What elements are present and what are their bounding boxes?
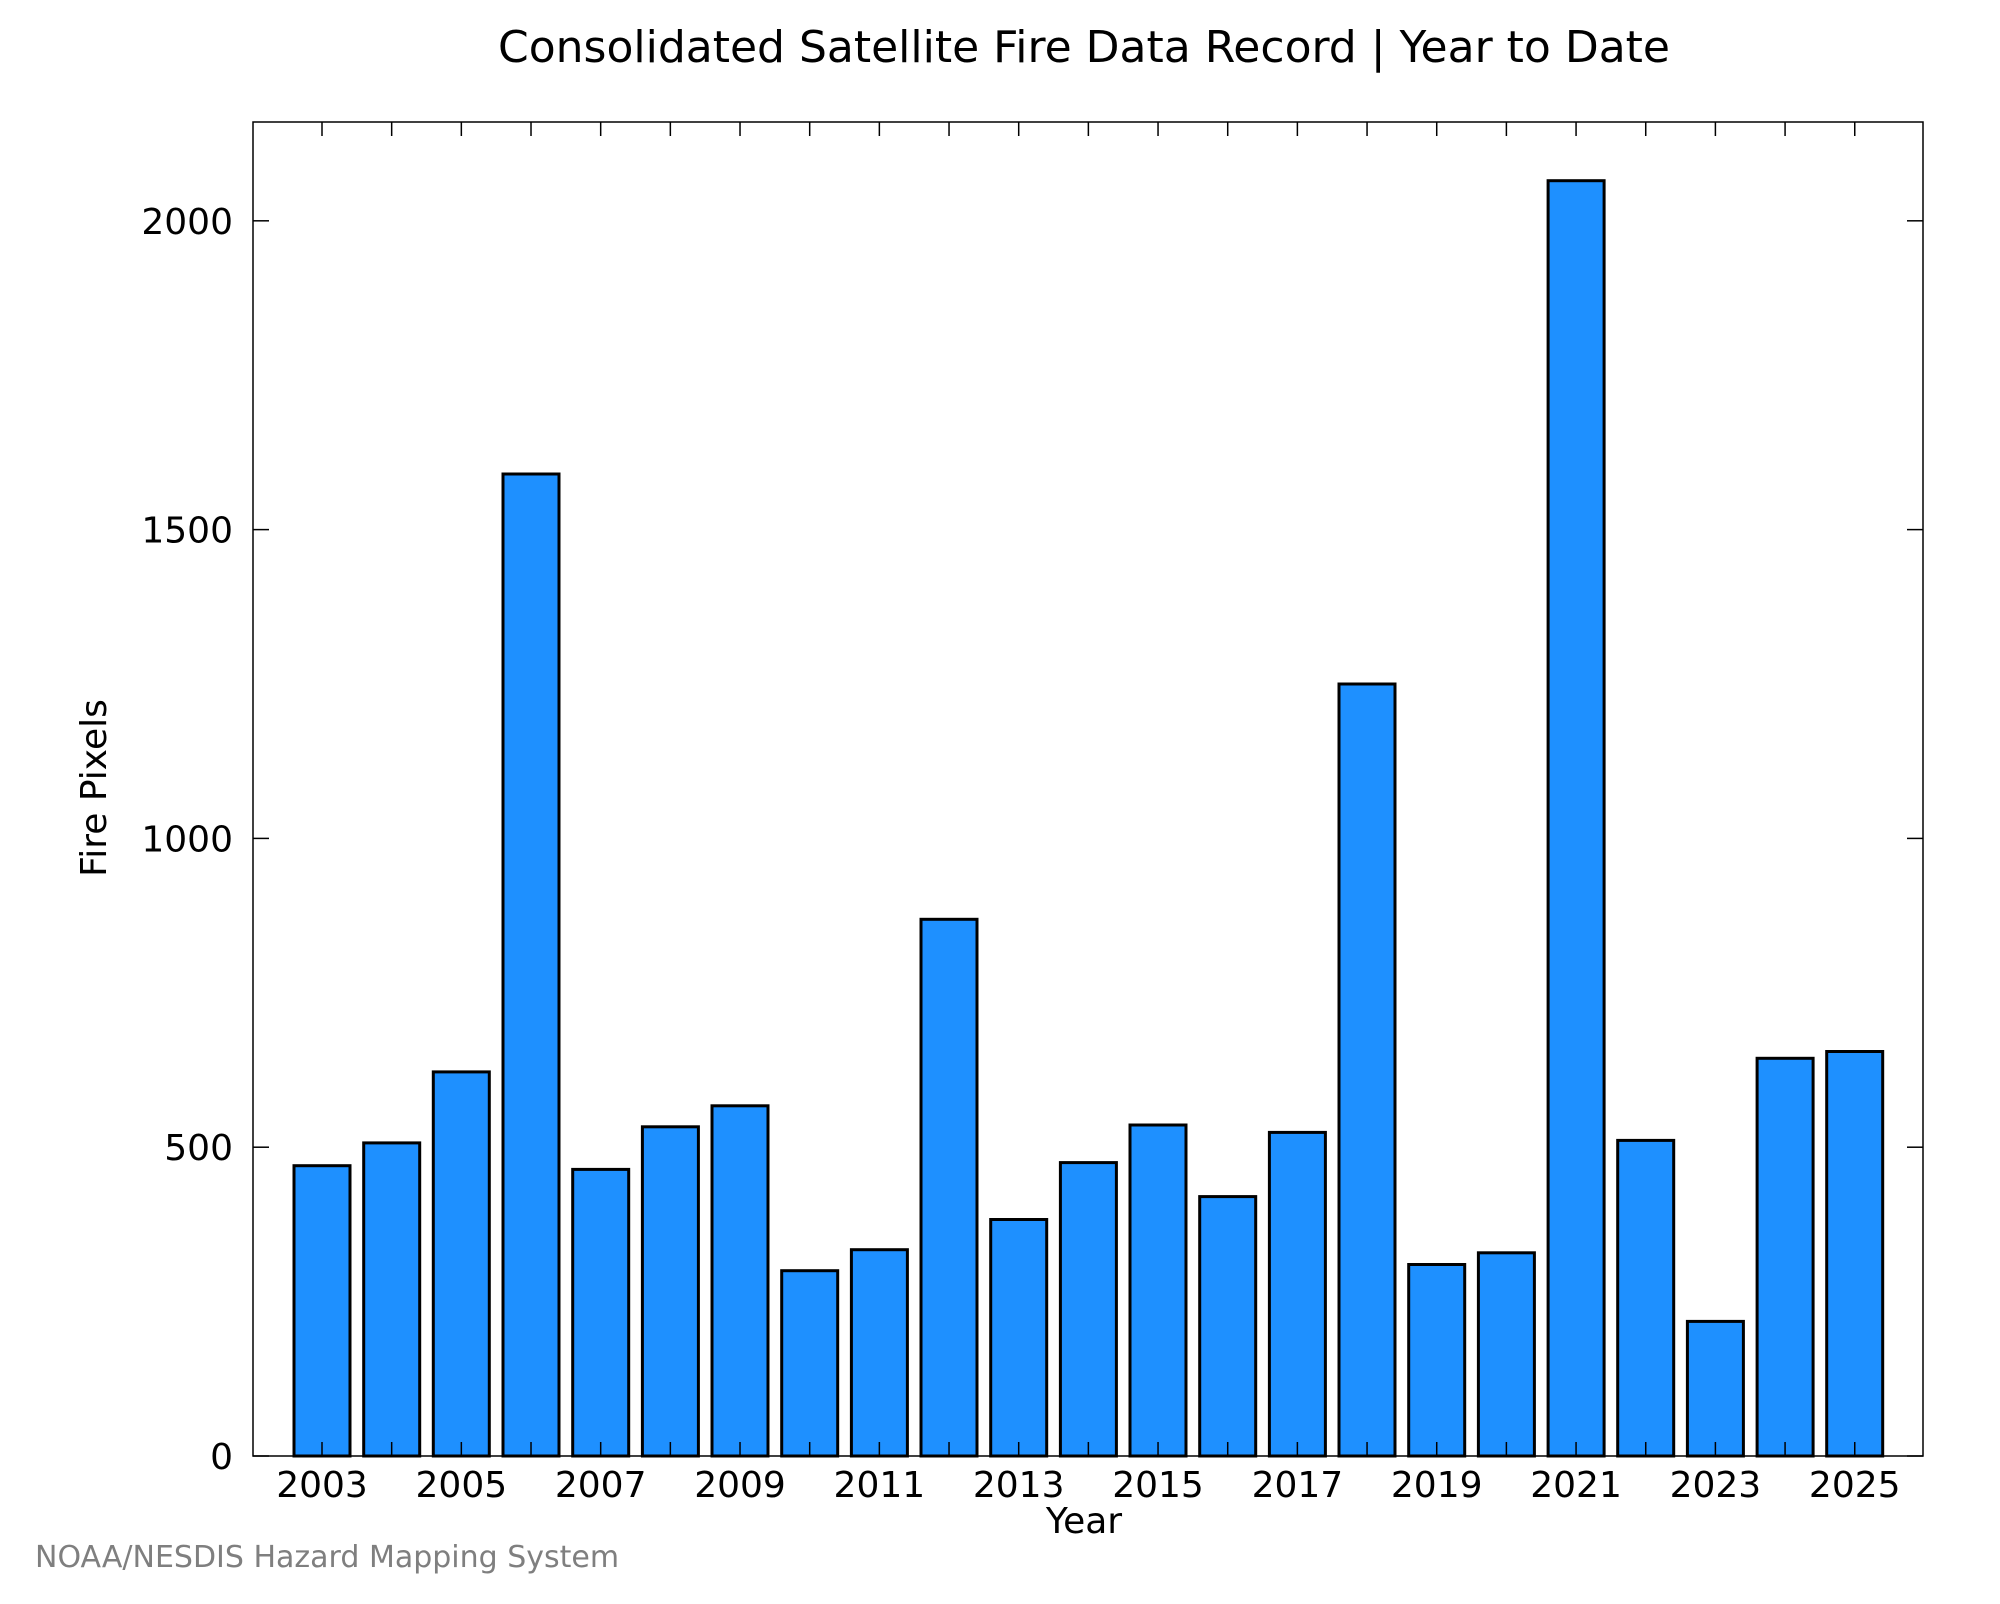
y-tick-label: 2000 xyxy=(141,202,233,243)
x-tick-label: 2005 xyxy=(416,1465,508,1506)
bar-2012 xyxy=(919,917,979,1458)
x-tick-label: 2003 xyxy=(276,1465,368,1506)
bar-2025 xyxy=(1825,1050,1885,1458)
bar-2015 xyxy=(1128,1123,1188,1458)
bar-2020 xyxy=(1476,1251,1536,1458)
bar-2011 xyxy=(849,1248,909,1458)
axes-layer: 0 500 1000 1500 2000 2003 2005 2007 2009 2011 2013… xyxy=(141,121,1924,1506)
x-axis-label: Year xyxy=(1045,1501,1122,1542)
bar-2017 xyxy=(1267,1130,1327,1458)
bar-2008 xyxy=(640,1125,700,1458)
x-tick-label: 2021 xyxy=(1530,1465,1622,1506)
bar-2004 xyxy=(362,1141,422,1458)
x-tick-label: 2015 xyxy=(1112,1465,1204,1506)
x-tick-label: 2017 xyxy=(1252,1465,1344,1506)
bar-2023 xyxy=(1685,1319,1745,1458)
bar-2005 xyxy=(431,1070,491,1458)
bar-2019 xyxy=(1407,1263,1467,1458)
y-tick-label: 1500 xyxy=(141,511,233,552)
y-axis-label: Fire Pixels xyxy=(74,699,115,877)
x-tick-label: 2023 xyxy=(1670,1465,1762,1506)
bar-2007 xyxy=(571,1167,631,1458)
x-tick-label: 2013 xyxy=(973,1465,1065,1506)
bar-2022 xyxy=(1616,1138,1676,1458)
bar-2010 xyxy=(780,1269,840,1458)
chart-title: Consolidated Satellite Fire Data Record … xyxy=(498,22,1670,73)
bar-2009 xyxy=(710,1104,770,1458)
bar-2013 xyxy=(989,1218,1049,1458)
x-tick-label: 2007 xyxy=(555,1465,647,1506)
x-tick-label: 2011 xyxy=(834,1465,926,1506)
bar-2018 xyxy=(1337,682,1397,1458)
y-tick-label: 0 xyxy=(210,1437,233,1478)
y-tick-label: 500 xyxy=(164,1128,233,1169)
bar-2016 xyxy=(1198,1195,1258,1458)
bar-2021 xyxy=(1546,179,1606,1458)
credit-text: NOAA/NESDIS Hazard Mapping System xyxy=(35,1540,620,1575)
bar-2014 xyxy=(1058,1161,1118,1458)
x-tick-label: 2009 xyxy=(694,1465,786,1506)
bar-2003 xyxy=(292,1164,352,1458)
bars-layer xyxy=(292,179,1885,1458)
bar-2006 xyxy=(501,472,561,1458)
bar-2024 xyxy=(1755,1056,1815,1458)
x-tick-label: 2025 xyxy=(1809,1465,1901,1506)
y-tick-label: 1000 xyxy=(141,819,233,860)
x-tick-label: 2019 xyxy=(1391,1465,1483,1506)
